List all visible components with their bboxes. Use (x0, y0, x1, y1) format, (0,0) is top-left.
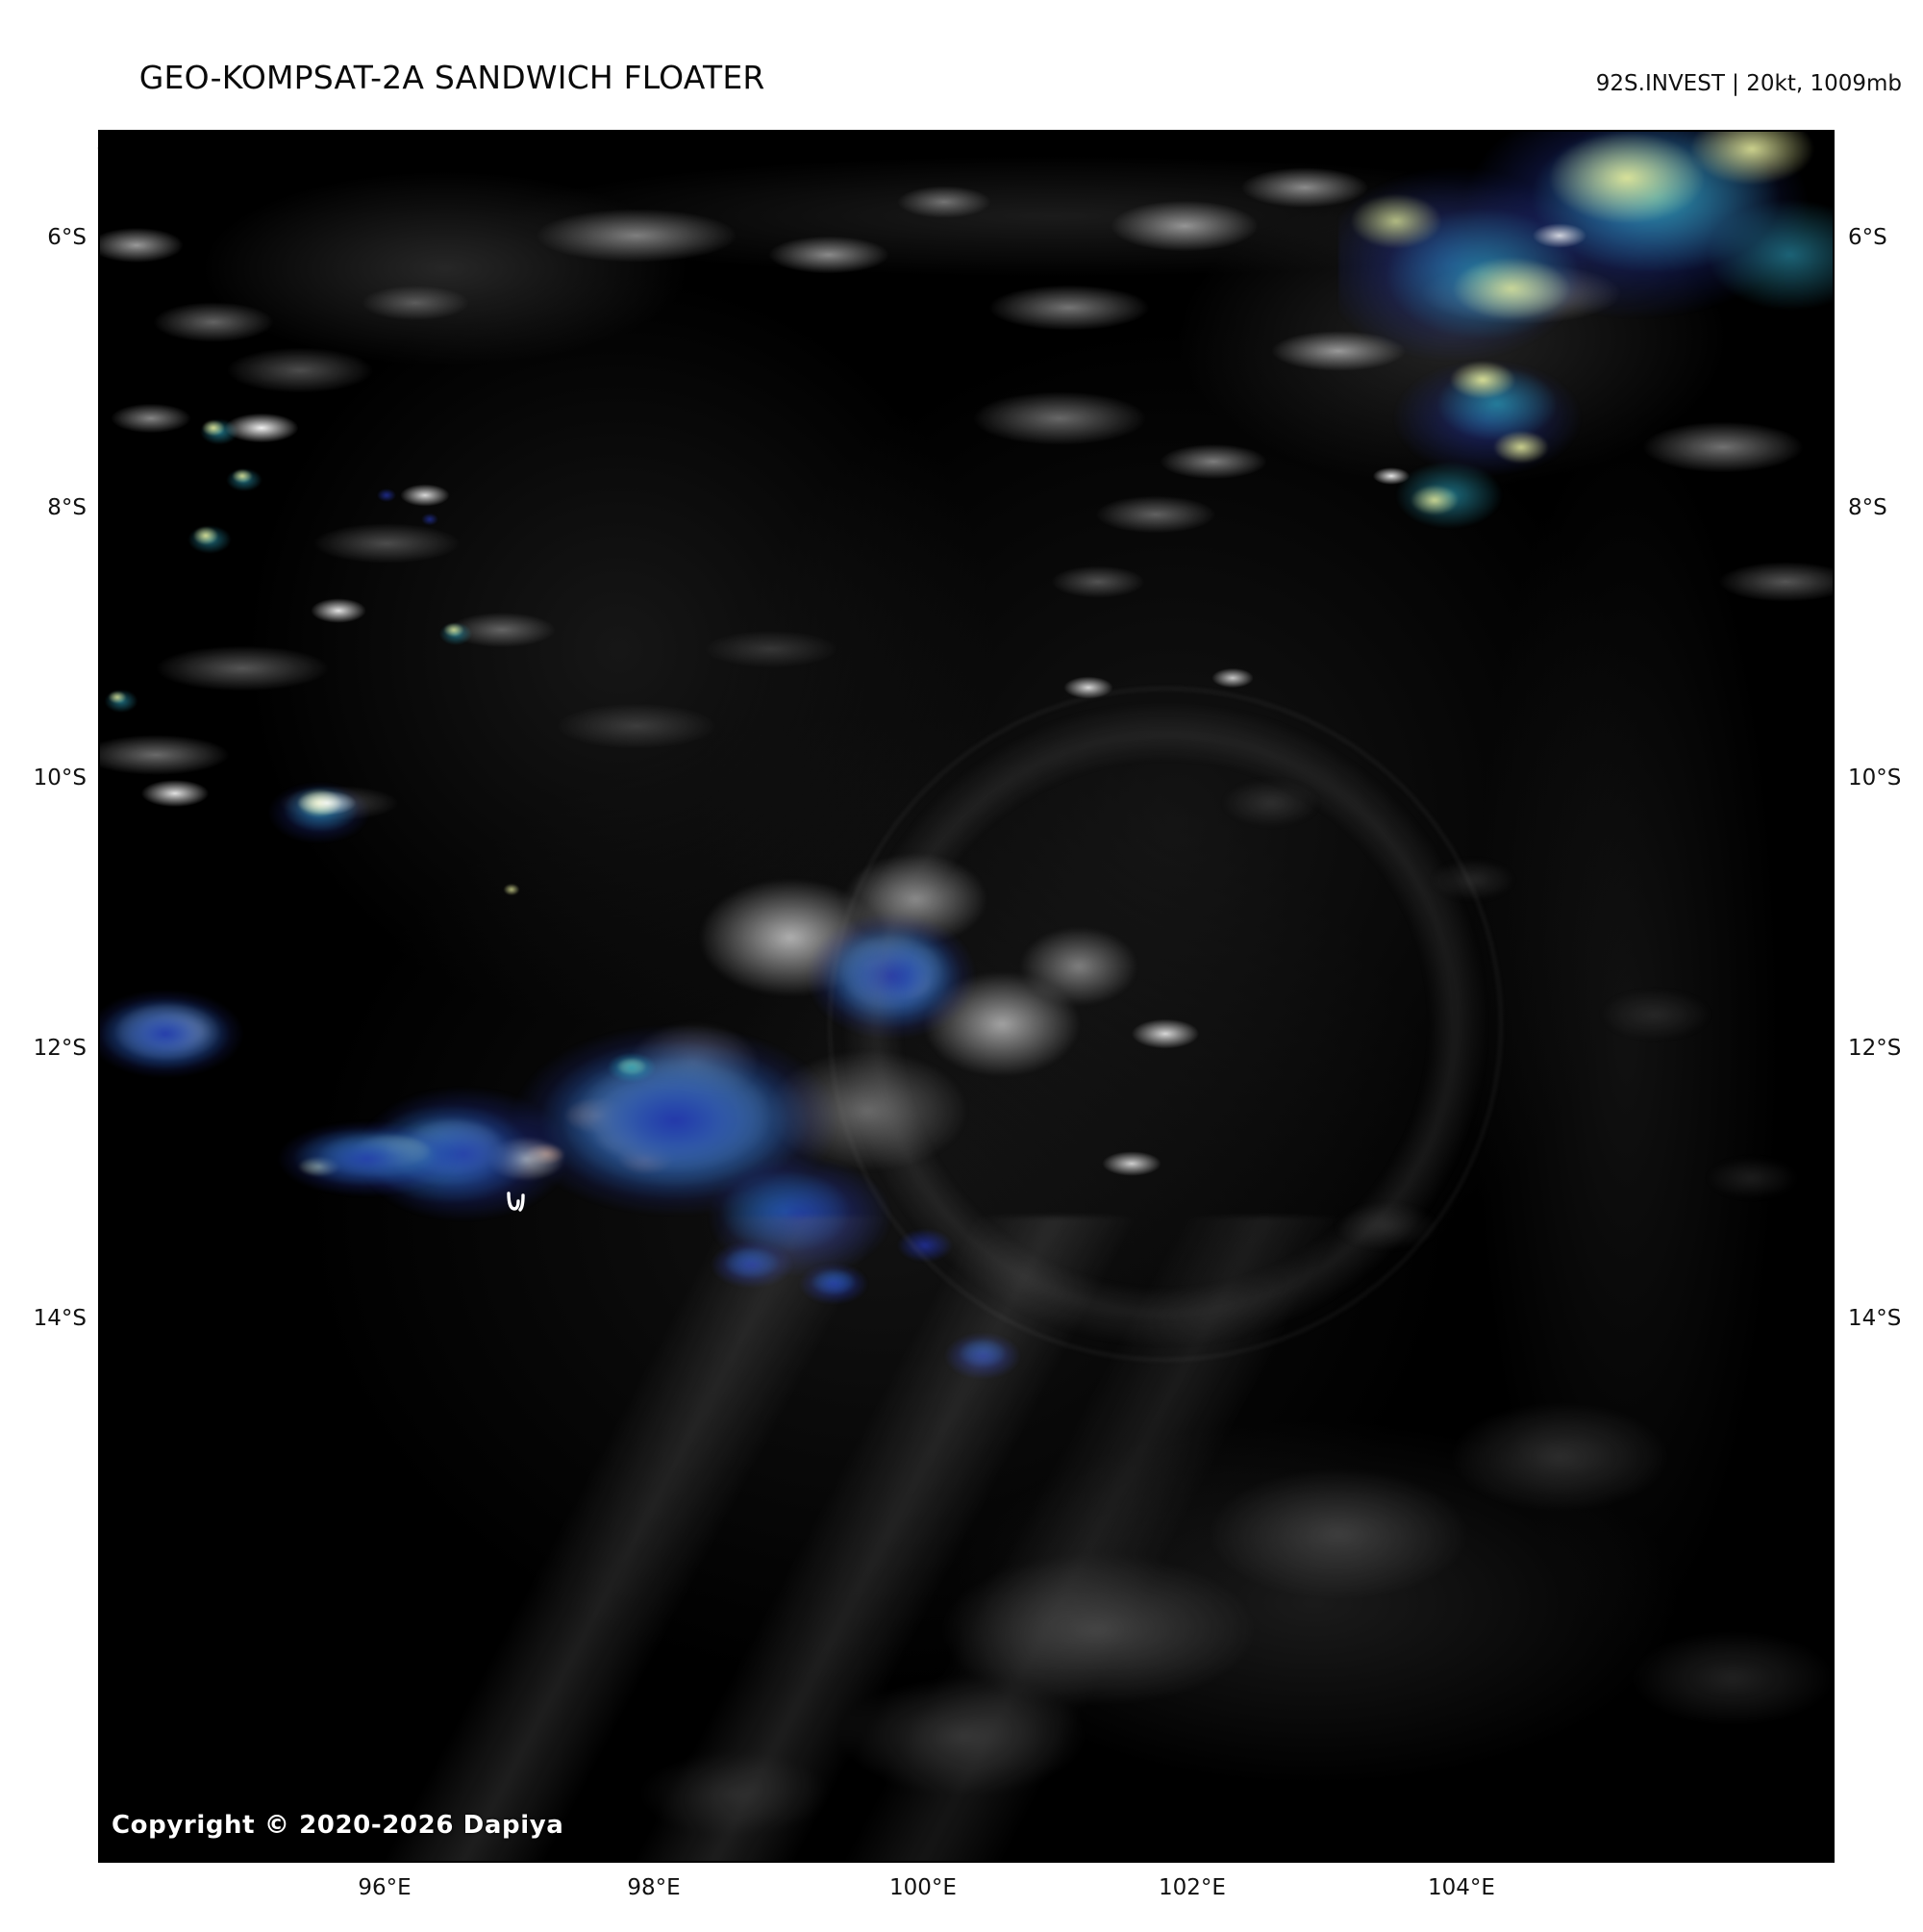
y-axis-label-left-0: 6°S (47, 225, 87, 250)
y-axis-label-right-1: 8°S (1848, 495, 1887, 520)
small-cell-east-of-west-edge (588, 1034, 675, 1101)
southern-cloud-streaks (98, 1217, 1835, 1863)
y-axis-label-left-3: 12°S (33, 1036, 87, 1061)
west-edge-convective-cell (98, 947, 329, 1130)
east-side-faint-cloud (1156, 726, 1829, 1322)
product-title: GEO-KOMPSAT-2A SANDWICH FLOATER (138, 59, 765, 97)
y-axis-label-right-0: 6°S (1848, 225, 1887, 250)
y-axis-label-left-2: 10°S (33, 765, 87, 790)
y-axis-label-left-1: 8°S (47, 495, 87, 520)
x-axis-label-0: 96°E (358, 1875, 412, 1900)
secondary-convective-cell (733, 861, 1040, 1101)
x-axis-label-4: 104°E (1428, 1875, 1495, 1900)
low-level-circulation-arc (829, 688, 1502, 1361)
x-axis-label-3: 102°E (1159, 1875, 1226, 1900)
copyright-notice: Copyright © 2020-2026 Dapiya (112, 1811, 564, 1840)
x-axis-label-2: 100°E (889, 1875, 957, 1900)
y-axis-label-right-4: 14°S (1848, 1306, 1902, 1331)
satellite-image-canvas[interactable]: Copyright © 2020-2026 Dapiya (98, 130, 1835, 1863)
storm-info-badge: 92S.INVEST | 20kt, 1009mb (1595, 71, 1902, 96)
x-axis-label-1: 98°E (627, 1875, 681, 1900)
y-axis-label-right-3: 12°S (1848, 1036, 1902, 1061)
southern-trailing-cells (637, 1207, 1136, 1486)
y-axis-label-left-4: 14°S (33, 1306, 87, 1331)
y-axis-label-right-2: 10°S (1848, 765, 1902, 790)
pointer-artifact (507, 1192, 525, 1212)
